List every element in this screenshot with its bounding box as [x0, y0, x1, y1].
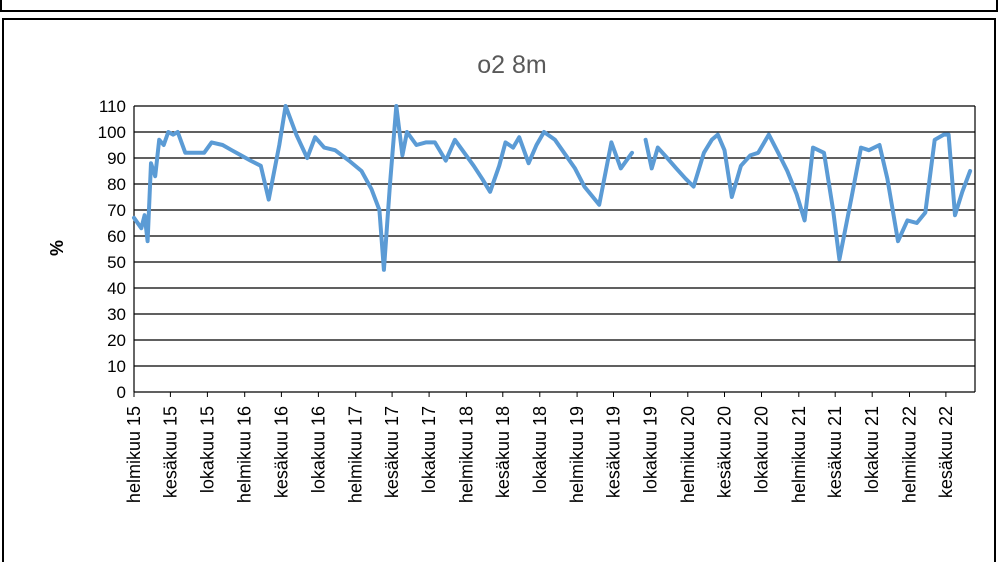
x-tick-label: lokakuu 19 [640, 406, 660, 493]
x-tick-label: lokakuu 21 [862, 406, 882, 493]
y-tick-label: 20 [107, 331, 126, 350]
x-tick-label: kesäkuu 22 [936, 406, 956, 498]
y-tick-label: 80 [107, 175, 126, 194]
top-frame [0, 0, 998, 12]
x-tick-label: helmikuu 20 [678, 406, 698, 503]
x-tick-label: kesäkuu 15 [160, 406, 180, 498]
x-tick-label: kesäkuu 20 [714, 406, 734, 498]
series-line [132, 104, 634, 272]
x-tick-label: kesäkuu 18 [493, 406, 513, 498]
x-tick-label: lokakuu 20 [751, 406, 771, 493]
x-tick-label: helmikuu 17 [346, 406, 366, 503]
chart-area [2, 18, 996, 562]
x-tick-label: helmikuu 19 [567, 406, 587, 503]
x-tick-label: lokakuu 16 [308, 406, 328, 493]
y-tick-label: 70 [107, 201, 126, 220]
x-tick-label: helmikuu 21 [789, 406, 809, 503]
x-tick-label: helmikuu 18 [456, 406, 476, 503]
x-tick-label: kesäkuu 21 [825, 406, 845, 498]
chart-title: o2 8m [477, 51, 546, 79]
x-tick-label: kesäkuu 19 [603, 406, 623, 498]
y-tick-label: 60 [107, 227, 126, 246]
y-tick-label: 30 [107, 305, 126, 324]
y-tick-label: 0 [117, 383, 126, 402]
x-tick-label: lokakuu 15 [197, 406, 217, 493]
y-tick-label: 50 [107, 253, 126, 272]
y-axis-label: % [47, 240, 67, 256]
y-tick-label: 40 [107, 279, 126, 298]
x-tick-label: helmikuu 22 [899, 406, 919, 503]
y-tick-label: 10 [107, 357, 126, 376]
series-line [643, 132, 973, 262]
x-tick-label: helmikuu 15 [124, 406, 144, 503]
y-tick-label: 110 [99, 97, 126, 116]
x-tick-label: kesäkuu 16 [271, 406, 291, 498]
x-tick-label: lokakuu 18 [530, 406, 550, 493]
y-tick-label: 90 [107, 149, 126, 168]
x-tick-label: lokakuu 17 [419, 406, 439, 493]
x-tick-label: kesäkuu 17 [382, 406, 402, 498]
x-tick-label: helmikuu 16 [235, 406, 255, 503]
y-tick-label: 100 [98, 123, 126, 142]
